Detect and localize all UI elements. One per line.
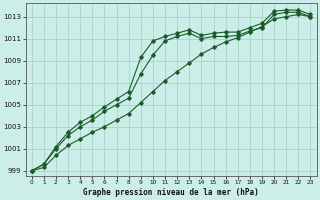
X-axis label: Graphe pression niveau de la mer (hPa): Graphe pression niveau de la mer (hPa)	[83, 188, 259, 197]
